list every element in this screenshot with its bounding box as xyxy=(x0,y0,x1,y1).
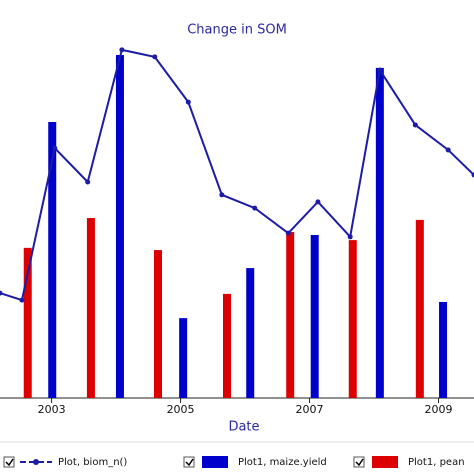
legend-swatch xyxy=(372,456,398,468)
bar xyxy=(48,122,57,398)
line-point xyxy=(85,179,91,185)
line-point xyxy=(347,234,353,240)
legend-check xyxy=(185,458,194,467)
bar xyxy=(246,268,255,398)
line-point xyxy=(19,297,25,303)
legend-checkbox xyxy=(353,456,365,468)
legend-swatch xyxy=(202,456,228,468)
x-tick-label: 2003 xyxy=(38,403,66,416)
line-point xyxy=(52,145,58,151)
bar xyxy=(23,247,32,398)
line-point xyxy=(0,290,3,296)
x-tick-label: 2009 xyxy=(425,403,453,416)
line-point xyxy=(219,192,225,198)
line-point xyxy=(377,67,383,73)
x-tick-label: 2007 xyxy=(296,403,324,416)
line-point xyxy=(185,99,191,105)
legend-check xyxy=(5,458,14,467)
bar xyxy=(86,218,95,398)
x-axis-label: Date xyxy=(228,420,259,435)
legend-label: Plot1, maize.yield xyxy=(238,457,327,468)
legend-label: Plot, biom_n() xyxy=(58,457,127,468)
bar xyxy=(286,232,295,398)
bar xyxy=(348,240,357,398)
legend-dot xyxy=(33,459,39,465)
line-point xyxy=(252,205,258,211)
legend-checkbox xyxy=(183,456,195,468)
bar xyxy=(154,250,162,398)
chart-title: Change in SOM xyxy=(187,23,287,38)
line-point xyxy=(152,54,158,60)
bar xyxy=(415,219,424,398)
line-point xyxy=(412,122,418,128)
bar xyxy=(310,234,319,398)
bar xyxy=(223,293,232,398)
x-tick-label: 2005 xyxy=(167,403,195,416)
bar xyxy=(375,67,384,399)
line-point xyxy=(315,199,321,205)
line xyxy=(0,48,474,302)
legend-checkbox xyxy=(3,456,15,468)
bar xyxy=(115,55,124,399)
line-point xyxy=(119,47,125,53)
bar xyxy=(439,301,448,398)
line-point xyxy=(445,147,451,153)
bar xyxy=(179,318,188,398)
legend-check xyxy=(355,458,364,467)
line-point xyxy=(471,172,474,178)
legend-label: Plot1, pean xyxy=(408,457,465,468)
line-point xyxy=(285,230,291,236)
